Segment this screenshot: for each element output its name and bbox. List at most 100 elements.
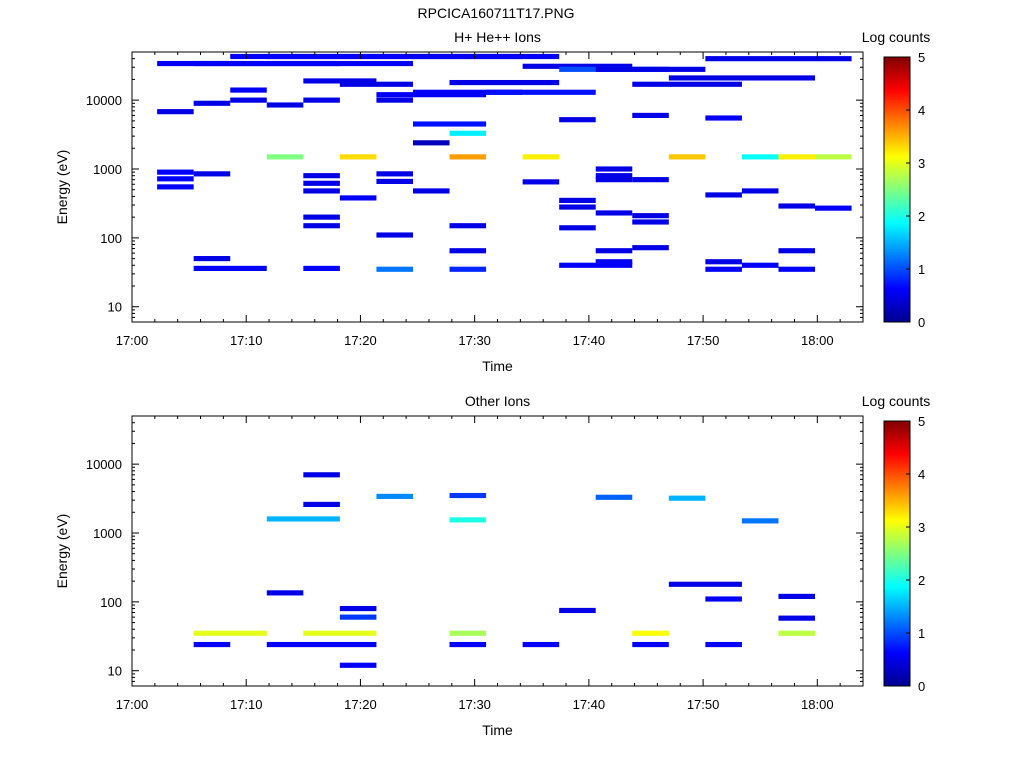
heatmap-cell [705,596,742,602]
panel-title: Other Ions [465,393,530,409]
heatmap-cell [522,641,560,648]
heatmap-cell [339,614,377,620]
x-tick-label: 17:40 [573,697,606,712]
heatmap-cell [486,89,596,95]
colorbar [883,56,911,323]
y-tick-label: 10 [108,300,122,315]
heatmap-cell [595,173,633,179]
heatmap-cell [339,81,413,87]
heatmap-cell [778,615,816,621]
heatmap-cell [157,184,194,190]
colorbar-tick-label: 1 [918,262,925,277]
heatmap-cell [449,223,487,229]
heatmap-cell [632,219,669,225]
heatmap-cell [449,492,487,499]
heatmap-cell [157,169,194,175]
x-tick-label: 17:10 [230,333,263,348]
heatmap-cell [376,266,413,272]
heatmap-cell [668,495,706,501]
heatmap-cell [303,265,340,271]
heatmap-cell [559,607,596,614]
colorbar-tick-label: 4 [918,103,925,118]
heatmap-cell [157,176,194,182]
heatmap-cell [632,177,669,183]
y-tick-label: 1000 [93,526,122,541]
y-tick-label: 10 [108,664,122,679]
panel-title: H+ He++ Ions [454,29,541,45]
x-tick-label: 18:00 [801,333,834,348]
heatmap-cell [376,171,413,177]
figure-title: RPCICA160711T17.PNG [417,5,575,21]
heatmap-cell [559,117,596,123]
heatmap-cell [705,266,742,272]
heatmap-cell [193,265,267,271]
colorbar-label: Log counts [862,393,931,409]
x-tick-label: 17:00 [116,697,149,712]
colorbar-tick-label: 0 [918,679,925,694]
plot-frame [131,415,864,687]
heatmap-cell [741,188,779,194]
heatmap-cell [815,205,852,211]
heatmap-cell [632,630,669,636]
heatmap-cell [193,630,267,636]
colorbar-label: Log counts [862,29,931,45]
x-tick-label: 17:30 [458,697,491,712]
heatmap-cell [595,177,633,183]
panel-h-he-ions: 17:00 17:10 17:20 17:30 17:40 17:50 18:0010100… [54,29,930,374]
heatmap-cell [632,213,669,219]
heatmap-cell [303,173,340,179]
y-axis-label: Energy (eV) [54,150,70,225]
heatmap-cell [705,192,742,198]
heatmap-cell [632,112,669,118]
heatmap-cell [303,501,340,507]
heatmap-cell [632,245,669,251]
heatmap-cells [157,53,852,272]
heatmap-cell [595,166,633,172]
x-tick-label: 17:20 [344,697,377,712]
heatmap-cell [559,225,596,231]
heatmap-cell [815,154,852,160]
y-tick-label: 10000 [86,93,122,108]
heatmap-cell [449,130,487,136]
heatmap-cell [705,56,852,62]
x-tick-label: 17:10 [230,697,263,712]
heatmap-cell [376,232,413,238]
heatmap-cell [266,154,304,160]
heatmap-cell [778,154,816,160]
heatmap-cell [449,266,487,272]
heatmap-cell [668,75,816,81]
heatmap-cell [339,195,377,201]
heatmap-cell [595,494,633,500]
heatmap-cell [303,223,340,229]
heatmap-cell [632,81,742,87]
heatmap-cell [705,259,742,265]
heatmap-cell [339,605,377,612]
heatmap-cell [559,262,633,268]
heatmap-cell [778,248,816,254]
heatmap-cell [376,493,413,499]
heatmap-cell [303,180,340,186]
y-tick-label: 10000 [86,457,122,472]
heatmap-cell [303,188,340,194]
x-tick-label: 17:30 [458,333,491,348]
heatmap-cells [193,472,816,668]
heatmap-cell [522,154,560,160]
heatmap-cell [449,641,487,648]
heatmap-cell [595,248,633,254]
heatmap-cell [193,256,231,262]
heatmap-cell [412,89,523,95]
heatmap-cell [193,171,231,177]
heatmap-cell [522,63,633,69]
colorbar-tick-label: 2 [918,209,925,224]
heatmap-cell [449,517,487,523]
x-tick-label: 17:50 [687,333,720,348]
heatmap-cell [303,97,340,103]
heatmap-cell [595,210,633,216]
heatmap-cell [339,662,377,668]
colorbar-tick-label: 5 [918,50,925,65]
heatmap-cell [668,154,706,160]
heatmap-cell [559,204,596,210]
heatmap-cell [266,641,377,648]
heatmap-cell [303,214,340,220]
